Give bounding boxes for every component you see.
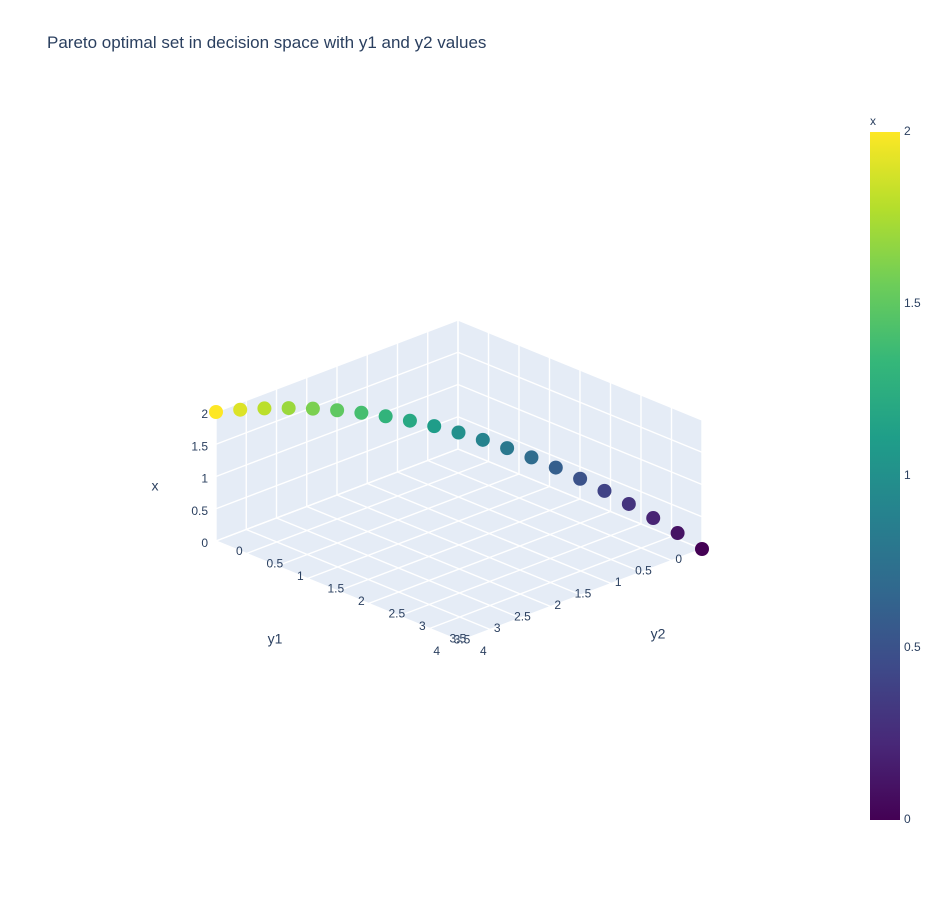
y1-axis-title: y1: [268, 631, 283, 647]
floor-gridline-y2: [459, 548, 703, 642]
colorbar-title: x: [870, 114, 876, 128]
floor-gridline-y2: [337, 498, 581, 592]
data-point[interactable]: [548, 460, 563, 475]
wall-gridline-x: [457, 448, 703, 550]
x-tick-label: 2: [201, 407, 208, 421]
wall-gridline-x: [215, 351, 459, 445]
y2-tick-label: 2.5: [389, 607, 406, 621]
data-point[interactable]: [500, 441, 515, 456]
wall-gridline-x: [457, 416, 703, 518]
data-point[interactable]: [233, 402, 248, 417]
data-point[interactable]: [475, 432, 490, 447]
colorbar-tick-label: 1: [904, 468, 911, 482]
y1-tick-label: 2: [554, 598, 561, 612]
y2-tick-label: 2: [358, 594, 365, 608]
data-point[interactable]: [354, 405, 369, 420]
data-point[interactable]: [281, 401, 296, 416]
data-point[interactable]: [646, 511, 661, 526]
data-point[interactable]: [695, 542, 709, 556]
x-tick-label: 1.5: [191, 439, 208, 453]
y1-tick-label: 2.5: [514, 610, 531, 624]
chart-title: Pareto optimal set in decision space wit…: [47, 33, 487, 52]
wall-gridline-x: [457, 319, 703, 421]
y2-axis-title: y2: [651, 626, 666, 642]
y1-tick-label: 4: [433, 644, 440, 658]
data-point[interactable]: [330, 403, 345, 418]
colorbar-tick-label: 1.5: [904, 296, 921, 310]
y2-tick-label: 1.5: [328, 582, 345, 596]
floor-gridline-y2: [398, 523, 642, 617]
y1-tick-label: 1.5: [575, 587, 592, 601]
y1-tick-label: 0: [675, 552, 682, 566]
wall-gridline-x: [215, 416, 459, 510]
data-point[interactable]: [257, 401, 272, 416]
y1-tick-label: 1: [615, 575, 622, 589]
wall-gridline-x: [457, 351, 703, 453]
y2-tick-label: 0.5: [267, 557, 284, 571]
y2-tick-label: 3.5: [450, 632, 467, 646]
floor-gridline-y1: [215, 540, 461, 642]
data-point[interactable]: [402, 413, 417, 428]
floor-gridline-y1: [276, 517, 521, 619]
y2-tick-label: 1: [297, 569, 304, 583]
scene-tick-labels: 0 0.5 1 1.5 2 2.5 3 3.5 4 0 0.5 1 1.5 2 2.5 3 3.5 4 0 0.5 1 1…: [191, 407, 682, 658]
wall-gridline-x: [215, 448, 459, 542]
y1-tick-label: 3: [494, 621, 501, 635]
data-point[interactable]: [670, 526, 685, 541]
colorbar-gradient: [870, 132, 900, 820]
data-point[interactable]: [573, 471, 588, 486]
wall-gridline-x: [457, 383, 703, 486]
data-point[interactable]: [378, 409, 393, 424]
y2-tick-label: 0: [236, 544, 243, 558]
data-point[interactable]: [209, 405, 223, 419]
data-point[interactable]: [597, 483, 612, 498]
colorbar-tick-label: 0.5: [904, 640, 921, 654]
data-point[interactable]: [427, 419, 442, 434]
wall-gridline-x: [215, 383, 459, 478]
y1-tick-label: 3.5: [454, 633, 471, 647]
y2-tick-label: 4: [480, 644, 487, 658]
x-axis-title: x: [152, 478, 159, 494]
colorbar: x 0 0.5 1 1.5 2: [870, 114, 921, 826]
scatter-points: [209, 401, 709, 556]
floor-gridline-y2: [368, 510, 611, 605]
floor-gridline-y1: [306, 505, 552, 608]
scene-axis-titles: y1 y2 x: [152, 478, 666, 647]
y2-tick-label: 3: [419, 619, 426, 633]
y1-tick-label: 0.5: [635, 564, 652, 578]
wall-gridline-x: [215, 319, 459, 413]
floor-gridline-y1: [245, 528, 491, 631]
data-point[interactable]: [305, 401, 320, 416]
data-point[interactable]: [621, 496, 636, 511]
x-tick-label: 0.5: [191, 504, 208, 518]
floor-gridline-y2: [429, 535, 672, 630]
data-point[interactable]: [451, 425, 466, 440]
x-tick-label: 1: [201, 472, 208, 486]
colorbar-tick-label: 0: [904, 812, 911, 826]
data-point[interactable]: [524, 450, 539, 465]
x-tick-label: 0: [201, 536, 208, 550]
colorbar-tick-label: 2: [904, 124, 911, 138]
